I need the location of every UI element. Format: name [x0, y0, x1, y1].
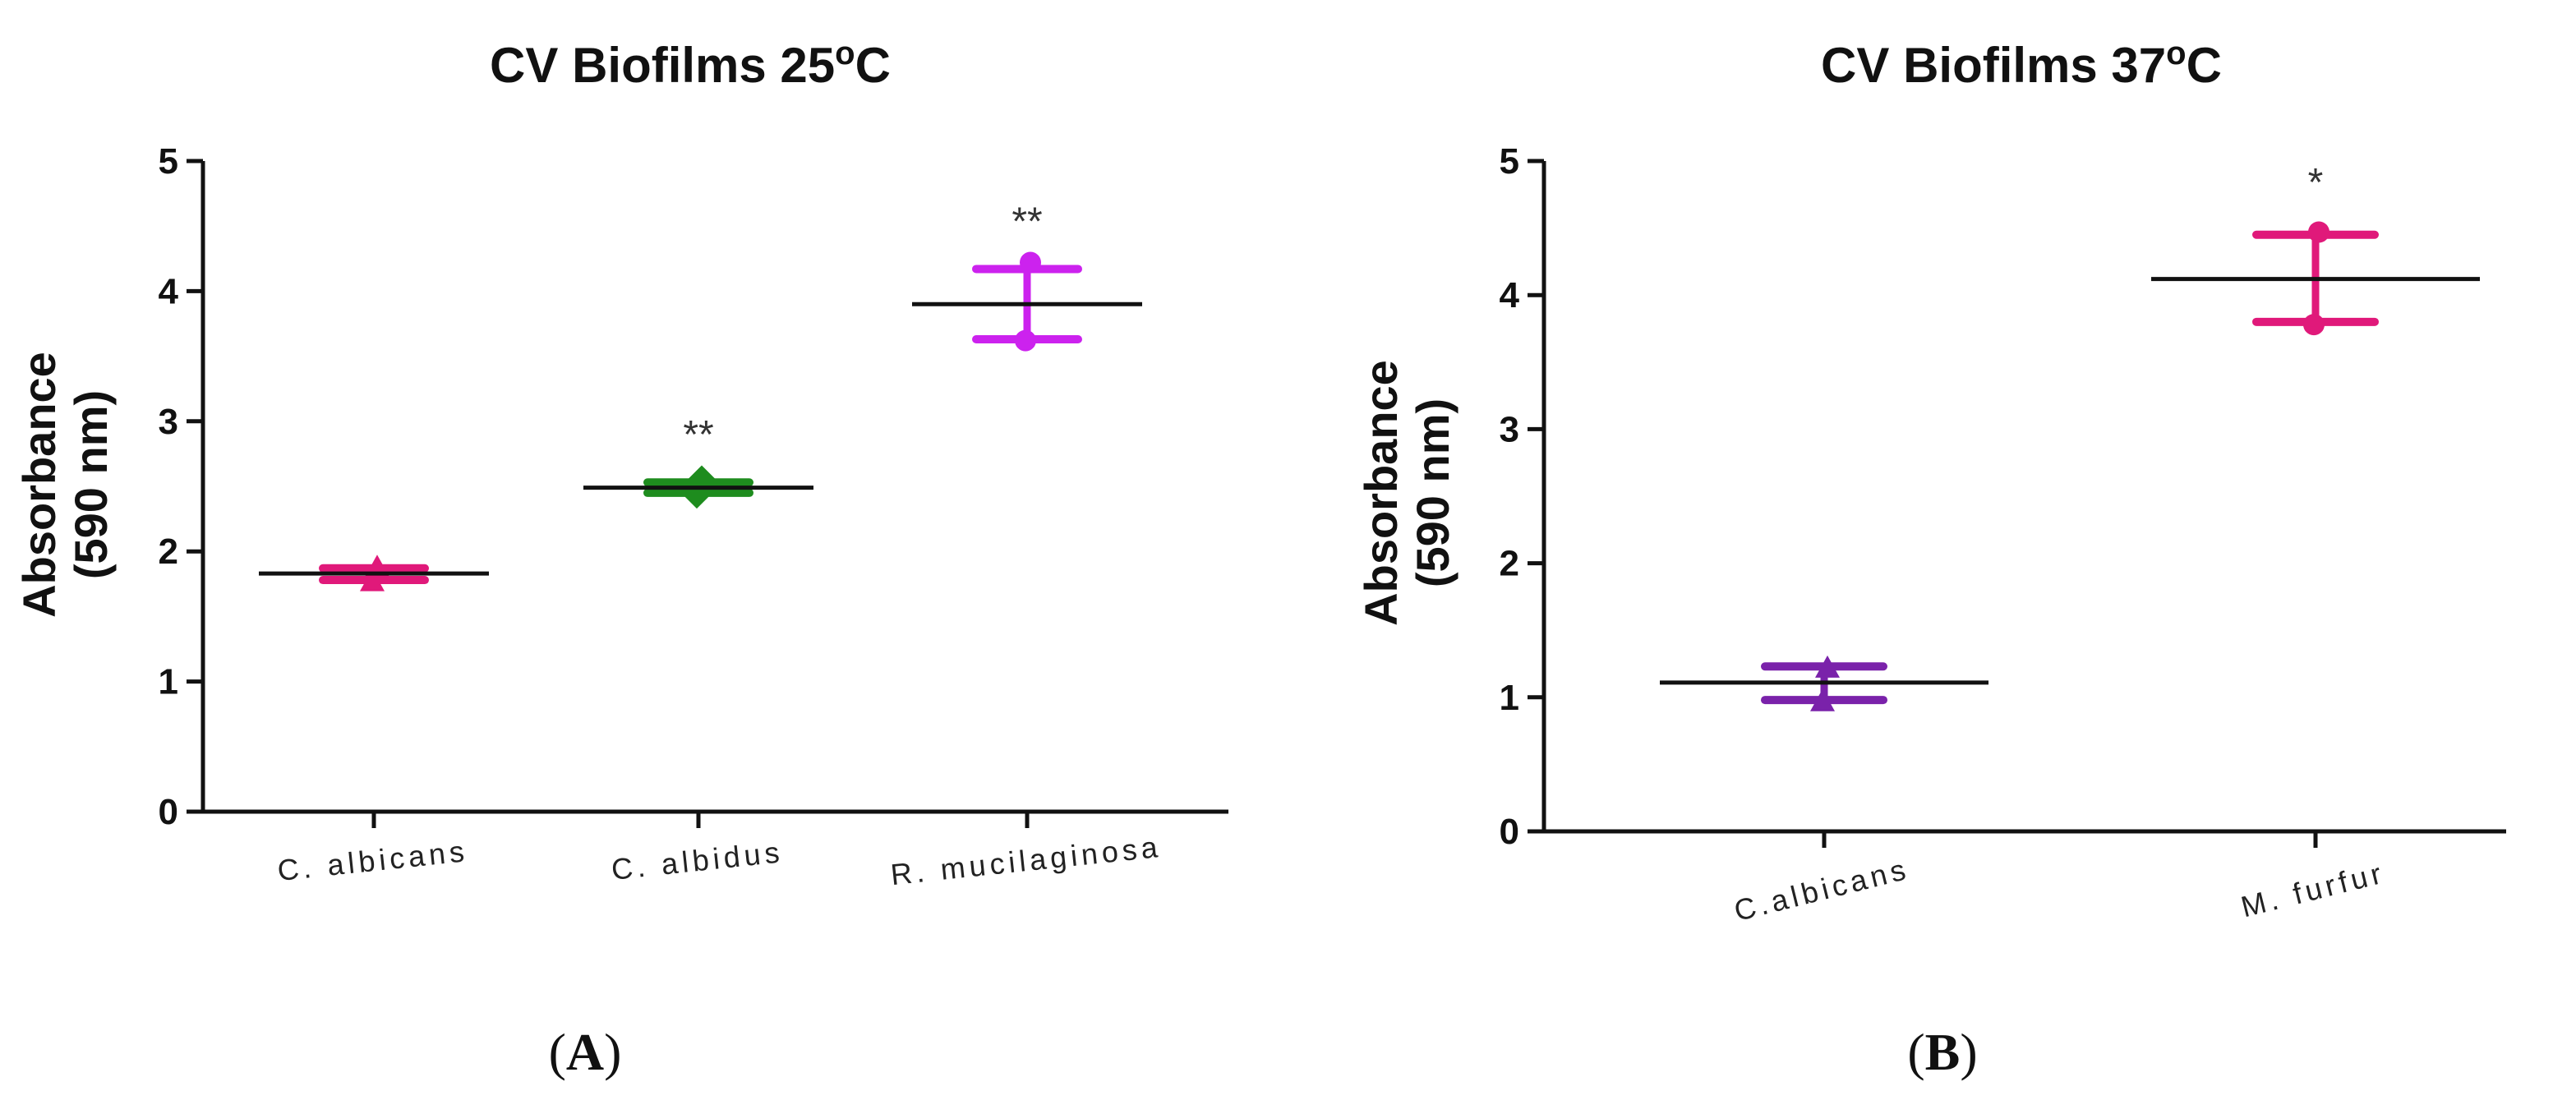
panel-b-ytick-label: 1	[1500, 678, 1519, 718]
panel-b-ytick-label: 3	[1500, 409, 1519, 449]
panel-a-ytick-label: 5	[159, 141, 178, 182]
panel-b-category-label: M. furfur	[2237, 855, 2389, 923]
panel-a-ytick-label: 2	[159, 532, 178, 572]
panel-b-series	[1660, 655, 1988, 711]
panel-b-ytick-label: 2	[1500, 544, 1519, 584]
panel-b-series: *	[2151, 161, 2480, 336]
panel-a-data-point	[360, 568, 385, 591]
panel-b-significance-label: *	[2308, 161, 2324, 205]
panel-a-category-label: R. mucilaginosa	[889, 830, 1164, 891]
panel-a-title: CV Biofilms 25oC	[490, 35, 891, 93]
panel-b-data-point	[1810, 688, 1835, 711]
panel-a-chart: CV Biofilms 25oC Absorbance (590 nm) 0 1 2…	[13, 35, 1228, 1081]
panel-a-significance-label: **	[683, 413, 713, 457]
panel-a-data-point	[689, 465, 715, 492]
panel-a-series	[259, 555, 489, 591]
panel-b-ytick-label: 0	[1500, 812, 1519, 852]
panel-a-ylabel-line2: (590 nm)	[65, 390, 117, 579]
panel-a-data-point	[1015, 329, 1036, 352]
panel-b-chart: CV Biofilms 37oC Absorbance (590 nm) 0 1 2…	[1355, 35, 2506, 1081]
panel-a-label: (A)	[549, 1023, 622, 1081]
panel-b-category-label: C.albicans	[1730, 852, 1913, 928]
panel-b-title: CV Biofilms 37oC	[1821, 35, 2222, 93]
panel-b-ytick-label: 4	[1500, 275, 1520, 315]
panel-a-significance-label: **	[1012, 200, 1042, 243]
panel-a-ylabel-line1: Absorbance	[13, 352, 65, 618]
panel-b-ylabel-line2: (590 nm)	[1407, 398, 1459, 587]
panel-a-ytick-label: 1	[159, 662, 178, 702]
panel-b-data-point	[2303, 314, 2325, 336]
panel-b-data-point	[2308, 221, 2329, 243]
panel-a-category-label: C. albicans	[276, 834, 470, 887]
panel-b-data-point	[1815, 655, 1840, 678]
panel-b-ylabel-line1: Absorbance	[1355, 360, 1407, 626]
panel-a-data-point	[1020, 251, 1041, 274]
panel-b-label: (B)	[1907, 1023, 1977, 1081]
panel-a-ytick-label: 3	[159, 402, 178, 442]
panel-a-ytick-label: 4	[159, 271, 179, 311]
panel-a-data-point	[365, 555, 389, 578]
panel-a-category-label: C. albidus	[610, 835, 785, 886]
panel-a-ytick-label: 0	[159, 792, 178, 832]
panel-b-ytick-label: 5	[1500, 141, 1519, 182]
panel-a-series: **	[912, 200, 1142, 352]
panel-a-series: **	[583, 413, 813, 509]
